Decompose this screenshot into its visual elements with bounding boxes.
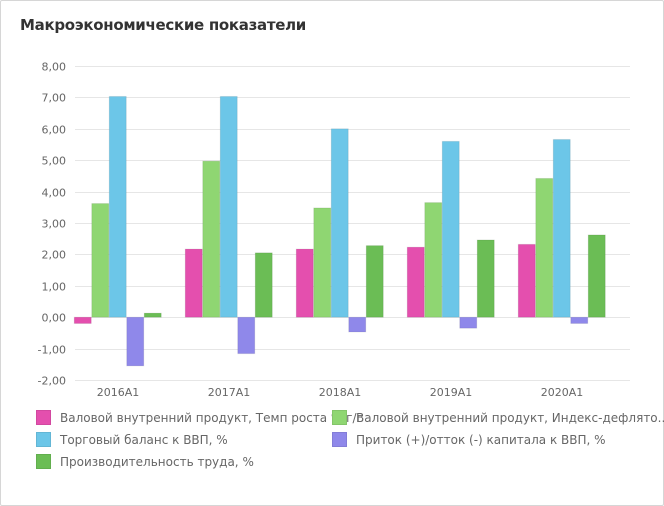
bar-2016A1-series-3 bbox=[126, 316, 145, 367]
legend-item[interactable]: Валовой внутренний продукт, Темп роста %… bbox=[36, 410, 363, 425]
legend-swatch bbox=[36, 410, 51, 425]
bar-2018A1-series-2 bbox=[330, 128, 349, 318]
bar-2018A1-series-0 bbox=[295, 248, 314, 318]
y-tick-label: 8,00 bbox=[42, 61, 67, 74]
bar-2020A1-series-0 bbox=[517, 243, 536, 318]
bar-2018A1-series-4 bbox=[365, 245, 384, 318]
y-tick-label: 2,00 bbox=[42, 249, 67, 262]
chart-title: Макроэкономические показатели bbox=[20, 16, 307, 34]
bar-2016A1-series-2 bbox=[108, 95, 127, 318]
legend-swatch bbox=[332, 410, 347, 425]
y-tick-label: 3,00 bbox=[42, 218, 67, 231]
x-tick-label: 2016A1 bbox=[97, 386, 140, 399]
legend-swatch bbox=[332, 432, 347, 447]
y-tick-label: 6,00 bbox=[42, 124, 67, 137]
x-tick-label: 2019A1 bbox=[430, 386, 473, 399]
legend-item[interactable]: Приток (+)/отток (-) капитала к ВВП, % bbox=[332, 432, 606, 447]
bar-2016A1-series-4 bbox=[143, 312, 162, 318]
bar-2017A1-series-0 bbox=[184, 248, 203, 318]
x-tick-label: 2017A1 bbox=[208, 386, 251, 399]
legend-label: Приток (+)/отток (-) капитала к ВВП, % bbox=[356, 432, 606, 447]
bar-2017A1-series-4 bbox=[254, 252, 273, 318]
y-tick-label: -1,00 bbox=[38, 344, 66, 357]
bar-2020A1-series-1 bbox=[535, 177, 554, 318]
bar-2020A1-series-2 bbox=[552, 138, 571, 318]
bar-2019A1-series-1 bbox=[424, 202, 443, 318]
legend-item[interactable]: Торговый баланс к ВВП, % bbox=[36, 432, 228, 447]
bar-2017A1-series-2 bbox=[219, 95, 238, 318]
bar-2020A1-series-3 bbox=[570, 316, 589, 324]
legend-item[interactable]: Валовой внутренний продукт, Индекс-дефля… bbox=[332, 410, 664, 425]
y-tick-label: 4,00 bbox=[42, 187, 67, 200]
y-tick-label: 1,00 bbox=[42, 281, 67, 294]
bar-2018A1-series-1 bbox=[313, 207, 332, 318]
bar-2020A1-series-4 bbox=[587, 234, 606, 318]
bar-2019A1-series-2 bbox=[441, 140, 460, 318]
legend-label: Валовой внутренний продукт, Темп роста %… bbox=[60, 410, 363, 425]
x-tick-label: 2020A1 bbox=[541, 386, 584, 399]
bar-2017A1-series-1 bbox=[202, 160, 221, 318]
x-tick-label: 2018A1 bbox=[319, 386, 362, 399]
legend-swatch bbox=[36, 432, 51, 447]
y-tick-label: 0,00 bbox=[42, 312, 67, 325]
bar-2016A1-series-1 bbox=[91, 203, 110, 318]
bar-2018A1-series-3 bbox=[348, 316, 367, 333]
bar-2017A1-series-3 bbox=[237, 316, 256, 355]
legend-label: Производительность труда, % bbox=[60, 454, 254, 469]
y-tick-label: -2,00 bbox=[38, 375, 66, 388]
bar-2019A1-series-0 bbox=[406, 246, 425, 318]
y-tick-label: 7,00 bbox=[42, 92, 67, 105]
legend-label: Торговый баланс к ВВП, % bbox=[60, 432, 228, 447]
legend-item[interactable]: Производительность труда, % bbox=[36, 454, 254, 469]
legend-label: Валовой внутренний продукт, Индекс-дефля… bbox=[356, 410, 664, 425]
legend-swatch bbox=[36, 454, 51, 469]
bar-2016A1-series-0 bbox=[73, 316, 92, 324]
y-tick-label: 5,00 bbox=[42, 155, 67, 168]
bar-2019A1-series-3 bbox=[459, 316, 478, 329]
bar-2019A1-series-4 bbox=[476, 239, 495, 318]
